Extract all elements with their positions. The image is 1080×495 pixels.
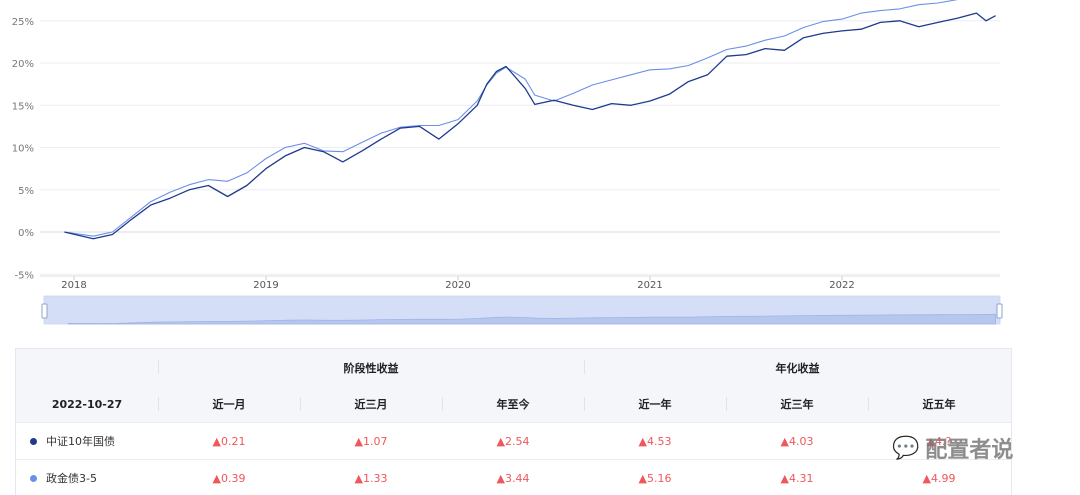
wechat-icon: 💬 — [892, 435, 920, 461]
value-cell: ▲2.54 — [496, 434, 530, 448]
line-chart: 25% 20% 15% 10% 5% 0% -5% 2018 2019 2020 2021 2022 — [12, 0, 1000, 290]
row-name-cell: 政金债3-5 — [16, 460, 158, 495]
y-tick-label: 20% — [12, 59, 34, 70]
data-zoom-slider[interactable] — [0, 290, 1080, 330]
col-header-3y[interactable]: 近三年 — [726, 386, 868, 422]
y-tick-label: 25% — [12, 17, 34, 28]
series-color-dot — [30, 437, 37, 445]
value-cell: ▲0.39 — [212, 471, 246, 485]
y-tick-label: 5% — [18, 186, 34, 197]
table-date: 2022-10-27 — [51, 397, 123, 411]
col-header-1m[interactable]: 近一月 — [158, 386, 300, 422]
table-column-header: 2022-10-27 近一月 近三月 年至今 近一年 近三年 近五年 — [16, 386, 1011, 422]
value-cell: ▲3.44 — [496, 471, 530, 485]
value-cell: ▲4.31 — [780, 471, 814, 485]
watermark: 💬 配置者说 — [892, 428, 1052, 468]
watermark-text: 配置者说 — [925, 438, 1014, 463]
y-tick-label: 10% — [12, 144, 34, 155]
group-header-annual: 年化收益 — [584, 349, 1011, 386]
y-tick-label: 15% — [12, 101, 34, 112]
col-header-5y[interactable]: 近五年 — [868, 386, 1010, 422]
x-tick-label: 2021 — [637, 280, 662, 290]
row-name: 中证10年国债 — [46, 435, 115, 448]
x-tick-label: 2022 — [829, 280, 854, 290]
value-cell: ▲4.03 — [780, 434, 814, 448]
y-tick-label: -5% — [15, 270, 34, 281]
col-header-1y[interactable]: 近一年 — [584, 386, 726, 422]
value-cell: ▲4.? — [926, 434, 952, 448]
series-line-policy-bank[interactable] — [64, 0, 995, 237]
value-cell: ▲4.53 — [638, 434, 672, 448]
slider-overview-line — [67, 313, 996, 325]
col-header-3m[interactable]: 近三月 — [300, 386, 442, 422]
group-header-period: 阶段性收益 — [158, 349, 584, 386]
x-tick-label: 2018 — [61, 280, 86, 290]
col-header-ytd[interactable]: 年至今 — [442, 386, 584, 422]
value-cell: ▲5.16 — [638, 471, 672, 485]
value-cell: ▲1.07 — [354, 434, 388, 448]
table-group-header: 阶段性收益 年化收益 — [16, 349, 1011, 386]
row-name: 政金债3-5 — [46, 472, 97, 485]
value-cell: ▲1.33 — [354, 471, 388, 485]
series-line-cn10y[interactable] — [64, 12, 996, 240]
slider-handle-left[interactable] — [41, 303, 48, 319]
value-cell: ▲0.21 — [212, 434, 246, 448]
table-row: 政金债3-5 ▲0.39 ▲1.33 ▲3.44 ▲5.16 ▲4.31 ▲4.… — [16, 459, 1011, 495]
value-cell: ▲4.99 — [922, 471, 956, 485]
x-tick-label: 2020 — [445, 280, 470, 290]
returns-table: 阶段性收益 年化收益 2022-10-27 近一月 近三月 年至今 近一年 近三… — [15, 348, 1012, 495]
y-tick-label: 0% — [18, 228, 34, 239]
x-tick-label: 2019 — [253, 280, 278, 290]
series-color-dot — [30, 474, 37, 482]
table-row: 中证10年国债 ▲0.21 ▲1.07 ▲2.54 ▲4.53 ▲4.03 ▲4… — [16, 422, 1011, 459]
slider-handle-right[interactable] — [996, 303, 1003, 319]
row-name-cell: 中证10年国债 — [16, 423, 158, 459]
